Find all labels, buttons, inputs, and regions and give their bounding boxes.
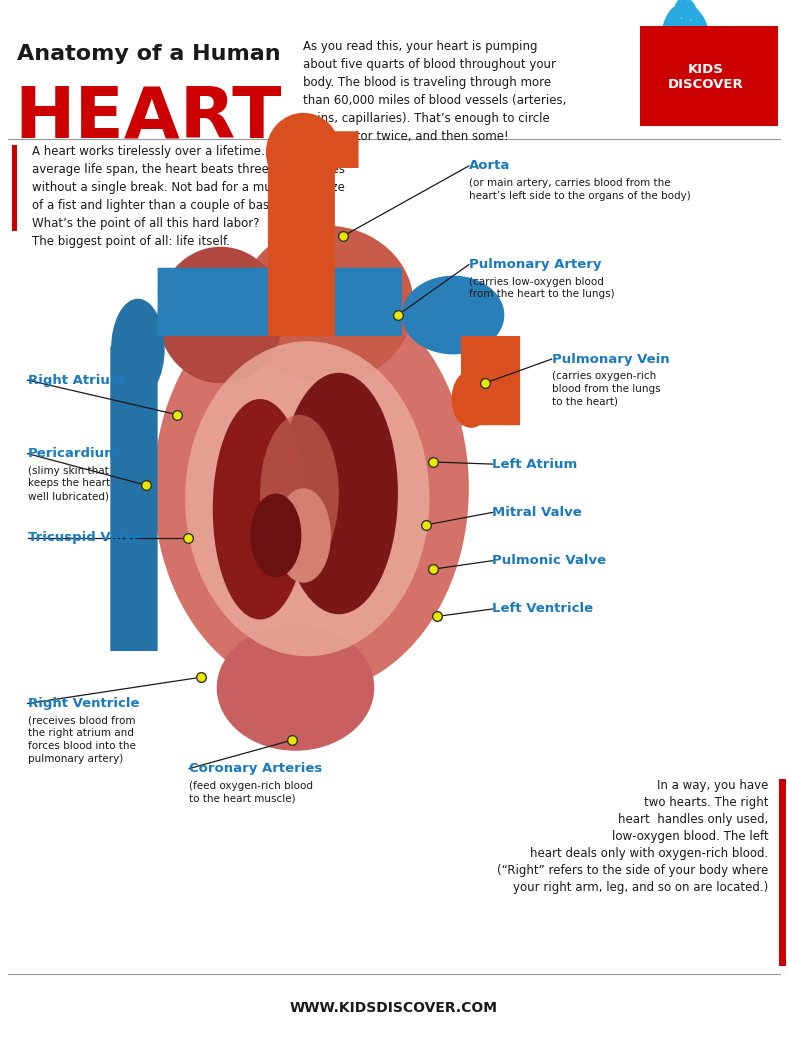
Ellipse shape (250, 494, 301, 578)
Text: Pulmonary Artery: Pulmonary Artery (469, 258, 601, 271)
Text: A heart works tirelessly over a lifetime. During an
average life span, the heart: A heart works tirelessly over a lifetime… (32, 145, 344, 248)
Ellipse shape (665, 19, 703, 59)
Text: Right Atrium: Right Atrium (28, 374, 123, 386)
FancyBboxPatch shape (268, 163, 335, 336)
Text: Left Atrium: Left Atrium (492, 458, 578, 470)
Ellipse shape (266, 113, 340, 191)
Text: (carries low-oxygen blood
from the heart to the lungs): (carries low-oxygen blood from the heart… (469, 276, 615, 299)
Ellipse shape (691, 7, 708, 33)
FancyBboxPatch shape (461, 336, 520, 425)
Text: Right Ventricle: Right Ventricle (28, 697, 139, 710)
Ellipse shape (185, 341, 429, 656)
Text: KIDS
DISCOVER: KIDS DISCOVER (667, 63, 743, 90)
Bar (12, 145, 17, 231)
Text: WWW.KIDSDISCOVER.COM: WWW.KIDSDISCOVER.COM (290, 1001, 498, 1015)
FancyBboxPatch shape (311, 131, 359, 168)
Ellipse shape (158, 247, 284, 383)
Ellipse shape (276, 488, 331, 583)
Ellipse shape (217, 625, 374, 751)
Text: As you read this, your heart is pumping
about five quarts of blood throughout yo: As you read this, your heart is pumping … (303, 40, 567, 143)
Text: Pulmonic Valve: Pulmonic Valve (492, 554, 607, 567)
Text: (receives blood from
the right atrium and
forces blood into the
pulmonary artery: (receives blood from the right atrium an… (28, 715, 136, 764)
Ellipse shape (672, 0, 683, 28)
Text: Anatomy of a Human: Anatomy of a Human (17, 44, 281, 64)
Ellipse shape (240, 226, 414, 383)
Bar (640, 26, 778, 126)
Text: Coronary Arteries: Coronary Arteries (189, 762, 322, 775)
Ellipse shape (681, 0, 690, 26)
Ellipse shape (280, 373, 398, 614)
Text: Left Ventricle: Left Ventricle (492, 603, 593, 615)
Ellipse shape (687, 0, 700, 27)
Text: (feed oxygen-rich blood
to the heart muscle): (feed oxygen-rich blood to the heart mus… (189, 780, 313, 803)
Text: Pericardium: Pericardium (28, 447, 118, 460)
Ellipse shape (452, 371, 491, 428)
FancyBboxPatch shape (110, 346, 158, 651)
Ellipse shape (213, 399, 307, 620)
Text: (slimy skin that
keeps the heart
well lubricated): (slimy skin that keeps the heart well lu… (28, 465, 110, 501)
Ellipse shape (662, 6, 678, 34)
Text: Pulmonary Vein: Pulmonary Vein (552, 353, 669, 365)
Text: Aorta: Aorta (469, 160, 511, 172)
Text: In a way, you have
two hearts. The right
heart  handles only used,
low-oxygen bl: In a way, you have two hearts. The right… (497, 779, 768, 895)
Text: (or main artery, carries blood from the
heart’s left side to the organs of the b: (or main artery, carries blood from the … (469, 177, 690, 201)
Ellipse shape (111, 298, 165, 398)
FancyBboxPatch shape (158, 268, 402, 336)
Ellipse shape (402, 275, 504, 355)
Text: HEART: HEART (14, 84, 281, 153)
Ellipse shape (154, 284, 469, 693)
Text: (carries oxygen-rich
blood from the lungs
to the heart): (carries oxygen-rich blood from the lung… (552, 371, 660, 406)
Text: Tricuspid Valve: Tricuspid Valve (28, 531, 141, 544)
Ellipse shape (260, 415, 339, 572)
Bar (779, 779, 786, 966)
Text: Mitral Valve: Mitral Valve (492, 506, 582, 519)
